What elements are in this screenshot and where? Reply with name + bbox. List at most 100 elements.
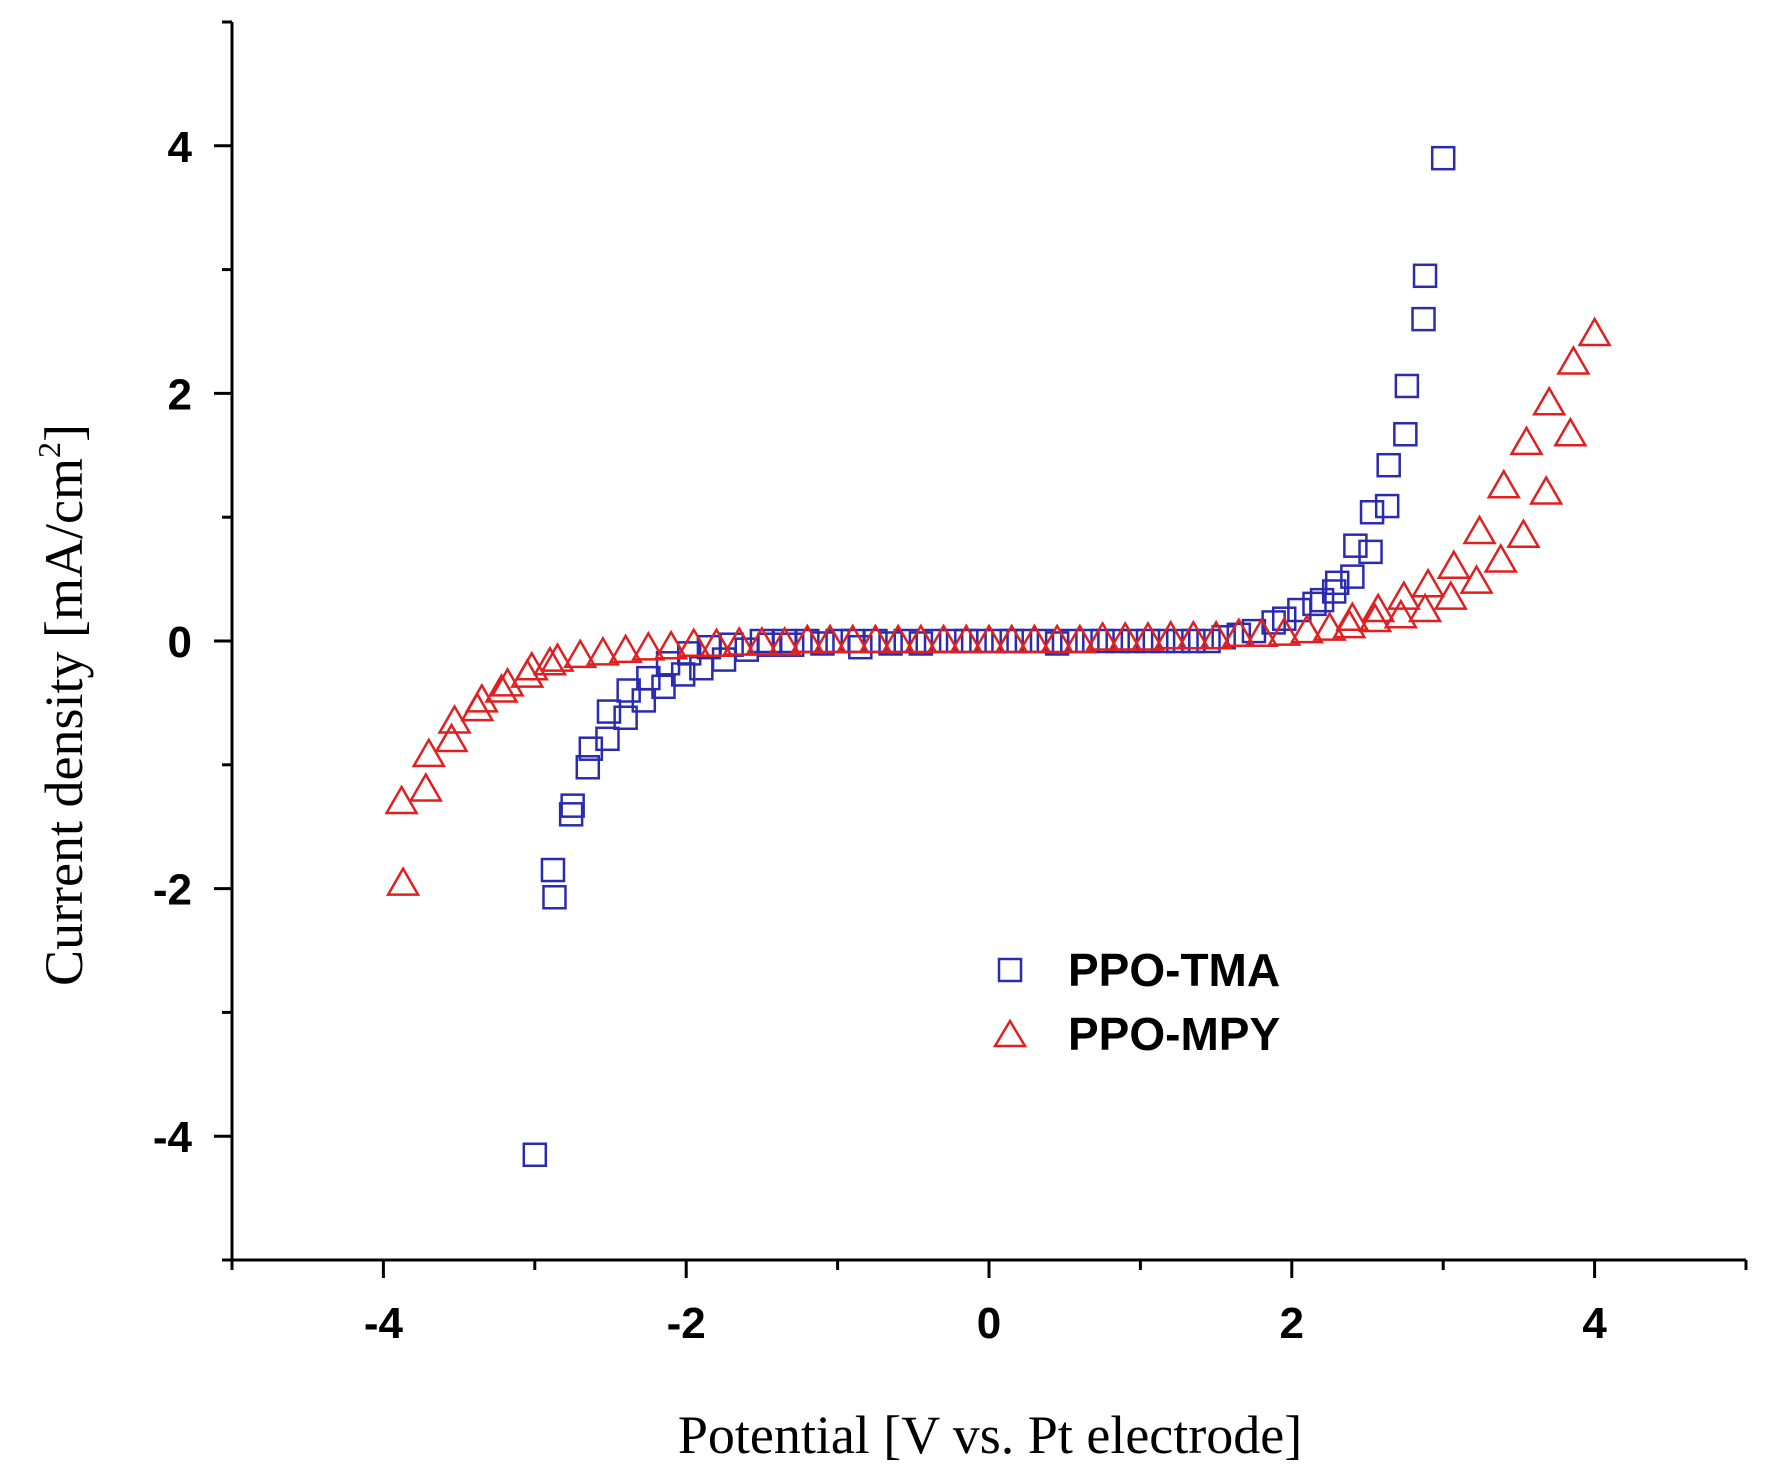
data-point-triangle (1433, 580, 1468, 610)
data-point-triangle (699, 627, 734, 657)
data-point-square (1321, 579, 1347, 604)
data-point-triangle (1360, 592, 1396, 623)
data-point-triangle (1509, 425, 1544, 456)
data-point-triangle (1085, 621, 1120, 651)
data-point-square (522, 1142, 548, 1168)
data-point-square (1359, 499, 1385, 525)
data-point-square (1343, 533, 1368, 558)
data-point-triangle (835, 623, 870, 654)
data-point-triangle (1357, 602, 1393, 633)
data-point-triangle (1486, 468, 1521, 499)
data-point-triangle (1289, 613, 1325, 644)
data-point-triangle (1577, 316, 1612, 347)
y-axis-title-main: Current density [mA/cm (34, 458, 94, 986)
y-axis-title: Current density [mA/cm2] (31, 424, 94, 986)
y-axis-title-superscript: 2 (31, 442, 67, 458)
data-point-square (1271, 606, 1297, 631)
legend-label-ppo-mpy: PPO-MPY (1068, 1008, 1280, 1060)
data-point-triangle (608, 633, 643, 664)
data-point-square (636, 665, 661, 691)
data-point-triangle (926, 623, 961, 654)
y-tick-label: 0 (168, 618, 192, 667)
y-tick-label: -4 (153, 1113, 193, 1162)
data-point-triangle (1383, 598, 1418, 629)
data-point-square (540, 857, 566, 883)
data-point-triangle (790, 623, 825, 654)
data-point-triangle (585, 635, 621, 666)
data-point-triangle (971, 623, 1007, 654)
data-point-triangle (631, 630, 666, 661)
data-point-square (1411, 306, 1436, 332)
data-point-square (810, 631, 835, 656)
data-point-square (613, 705, 638, 731)
data-point-square (595, 726, 620, 752)
data-point-triangle (1407, 592, 1443, 623)
y-tick-label: 2 (168, 370, 192, 419)
data-point-square (878, 631, 903, 656)
data-point-triangle (384, 784, 419, 815)
data-point-square (1120, 628, 1146, 654)
data-point-square (560, 793, 585, 818)
data-point-square (1376, 452, 1401, 478)
data-point-triangle (903, 623, 939, 654)
x-tick-label: -4 (364, 1299, 404, 1348)
data-point-square (1340, 564, 1365, 589)
data-point-triangle (1039, 623, 1075, 654)
x-tick-label: 0 (977, 1299, 1001, 1348)
data-point-square (1105, 628, 1130, 654)
data-point-triangle (408, 772, 443, 802)
data-point-triangle (1267, 616, 1302, 646)
data-point-triangle (1553, 416, 1588, 447)
data-point-triangle (411, 737, 446, 768)
x-tick-label: -2 (667, 1299, 706, 1348)
y-axis-title-end: ] (34, 424, 94, 442)
data-point-square (1302, 591, 1327, 617)
data-point-square (651, 674, 676, 700)
legend: PPO-TMA PPO-MPY (992, 944, 1280, 1060)
data-point-triangle (1436, 549, 1471, 579)
data-point-triangle (949, 623, 984, 654)
data-point-triangle (1244, 617, 1279, 648)
data-point-square (1150, 628, 1176, 654)
data-point-triangle (676, 627, 711, 657)
x-tick-label: 4 (1582, 1299, 1607, 1348)
y-tick-label: 4 (168, 123, 193, 172)
data-point-triangle (1462, 514, 1497, 545)
data-point-triangle (1335, 601, 1370, 631)
data-point-triangle (744, 625, 780, 656)
data-point-square (1241, 618, 1267, 644)
data-point-triangle (722, 625, 757, 656)
data-point-triangle (532, 645, 568, 676)
data-point-triangle (563, 638, 598, 669)
data-point-square (542, 885, 567, 910)
data-point-square (1358, 539, 1383, 565)
data-point-triangle (1221, 617, 1256, 648)
data-point-triangle (767, 625, 802, 656)
axes: -4 -2 0 2 4 -4 -2 0 2 4 (153, 20, 1748, 1348)
legend-marker-ppo-mpy (992, 1018, 1028, 1048)
data-point-square (1324, 570, 1350, 596)
data-point-square (1196, 628, 1221, 654)
legend-label-ppo-tma: PPO-TMA (1068, 944, 1280, 996)
data-points (384, 145, 1612, 1168)
data-point-square (558, 802, 584, 827)
data-point-triangle (1386, 580, 1422, 610)
x-tick-label: 2 (1280, 1299, 1304, 1348)
data-point-triangle (1153, 619, 1188, 650)
data-point-square (575, 755, 601, 780)
data-point-triangle (994, 623, 1029, 654)
data-point-triangle (1410, 567, 1446, 598)
data-point-triangle (1506, 518, 1541, 549)
series-ppo-tma (522, 145, 1456, 1168)
data-point-triangle (1312, 611, 1347, 641)
data-point-square (1394, 373, 1420, 399)
data-point-triangle (385, 866, 421, 896)
data-point-square (711, 647, 737, 672)
data-point-triangle (1532, 385, 1567, 416)
data-point-triangle (1483, 543, 1518, 573)
data-point-triangle (653, 629, 689, 660)
data-point-triangle (1017, 623, 1052, 654)
data-point-square (1166, 628, 1191, 654)
data-point-triangle (484, 673, 519, 703)
